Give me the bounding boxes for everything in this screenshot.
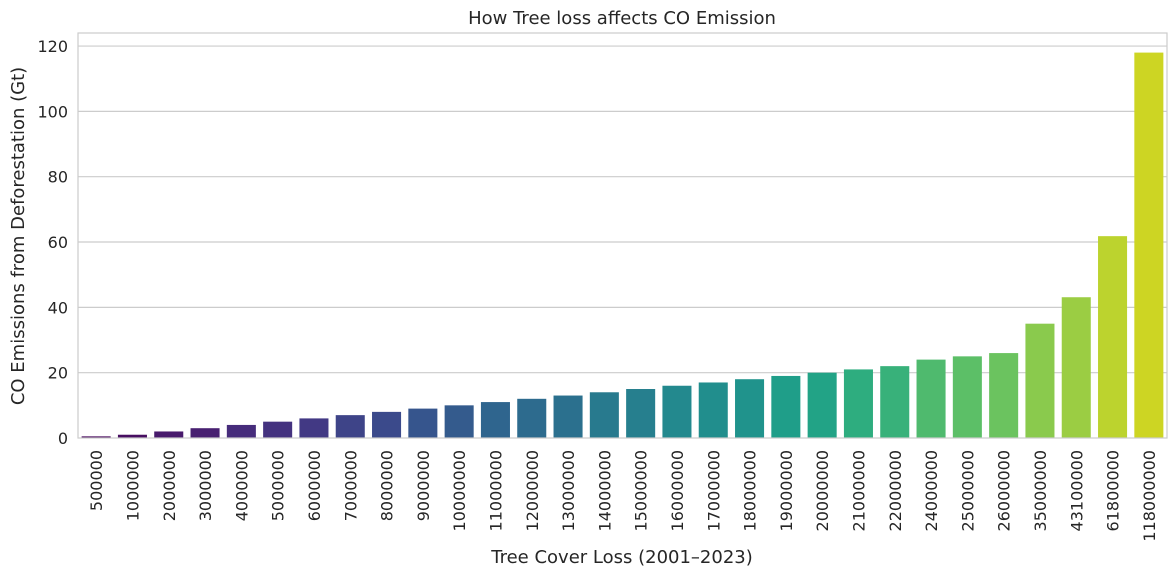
gridlines	[78, 46, 1167, 373]
x-tick-label: 43100000	[1067, 450, 1086, 531]
bar	[191, 428, 220, 438]
x-tick-label: 10000000	[450, 450, 469, 531]
x-tick-label: 21000000	[849, 450, 868, 531]
x-tick-label: 14000000	[595, 450, 614, 531]
x-tick-label: 20000000	[813, 450, 832, 531]
bar	[154, 431, 183, 438]
x-axis-label: Tree Cover Loss (2001–2023)	[490, 547, 753, 568]
bar	[880, 366, 909, 438]
bar	[1062, 297, 1091, 438]
bar	[699, 382, 728, 438]
y-tick-label: 80	[48, 168, 68, 187]
chart-title: How Tree loss affects CO Emission	[468, 8, 776, 29]
bar	[844, 369, 873, 438]
x-tick-label: 2000000	[160, 450, 179, 521]
bar	[445, 405, 474, 438]
bar	[227, 425, 256, 438]
bar	[771, 376, 800, 438]
x-tick-label: 24000000	[922, 450, 941, 531]
bar	[336, 415, 365, 438]
bars	[82, 53, 1164, 438]
y-tick-label: 100	[37, 102, 68, 121]
x-tick-label: 22000000	[886, 450, 905, 531]
x-tick-label: 26000000	[995, 450, 1014, 531]
bar	[590, 392, 619, 438]
x-tick-label: 11000000	[486, 450, 505, 531]
x-tick-label: 118000000	[1140, 450, 1159, 542]
x-tick-label: 6000000	[305, 450, 324, 521]
bar	[626, 389, 655, 438]
bar	[299, 418, 328, 438]
y-tick-label: 20	[48, 364, 68, 383]
bar	[917, 360, 946, 438]
x-tick-label: 1000000	[123, 450, 142, 521]
x-tick-label: 15000000	[632, 450, 651, 531]
x-tick-label: 5000000	[269, 450, 288, 521]
bar	[953, 356, 982, 438]
bar	[517, 399, 546, 438]
x-tick-label: 4000000	[232, 450, 251, 521]
x-tick-label: 17000000	[704, 450, 723, 531]
bar	[1134, 53, 1163, 438]
y-tick-labels: 0 20 40 60 80 100 120	[37, 37, 68, 448]
bar	[808, 373, 837, 438]
bar	[735, 379, 764, 438]
bar	[481, 402, 510, 438]
bar	[372, 412, 401, 438]
bar	[1098, 236, 1127, 438]
y-axis-label: CO Emissions from Deforestation (Gt)	[8, 67, 29, 405]
x-tick-label: 3000000	[196, 450, 215, 521]
x-tick-label: 500000	[87, 450, 106, 511]
x-tick-label: 8000000	[378, 450, 397, 521]
bar	[989, 353, 1018, 438]
x-tick-label: 16000000	[668, 450, 687, 531]
x-tick-label: 9000000	[414, 450, 433, 521]
bar	[408, 409, 437, 438]
y-tick-label: 60	[48, 233, 68, 252]
bar	[263, 422, 292, 438]
x-tick-label: 18000000	[741, 450, 760, 531]
x-tick-label: 12000000	[523, 450, 542, 531]
x-tick-label: 25000000	[958, 450, 977, 531]
bar	[1025, 324, 1054, 438]
x-tick-labels: 500000 1000000 2000000 3000000 4000000 500000…	[87, 450, 1159, 542]
x-tick-label: 7000000	[341, 450, 360, 521]
x-tick-label: 61800000	[1104, 450, 1123, 531]
bar	[554, 396, 583, 438]
bar	[662, 386, 691, 438]
y-tick-label: 120	[37, 37, 68, 56]
x-tick-label: 13000000	[559, 450, 578, 531]
x-tick-label: 19000000	[777, 450, 796, 531]
y-tick-label: 0	[58, 429, 68, 448]
y-tick-label: 40	[48, 298, 68, 317]
x-tick-label: 35000000	[1031, 450, 1050, 531]
